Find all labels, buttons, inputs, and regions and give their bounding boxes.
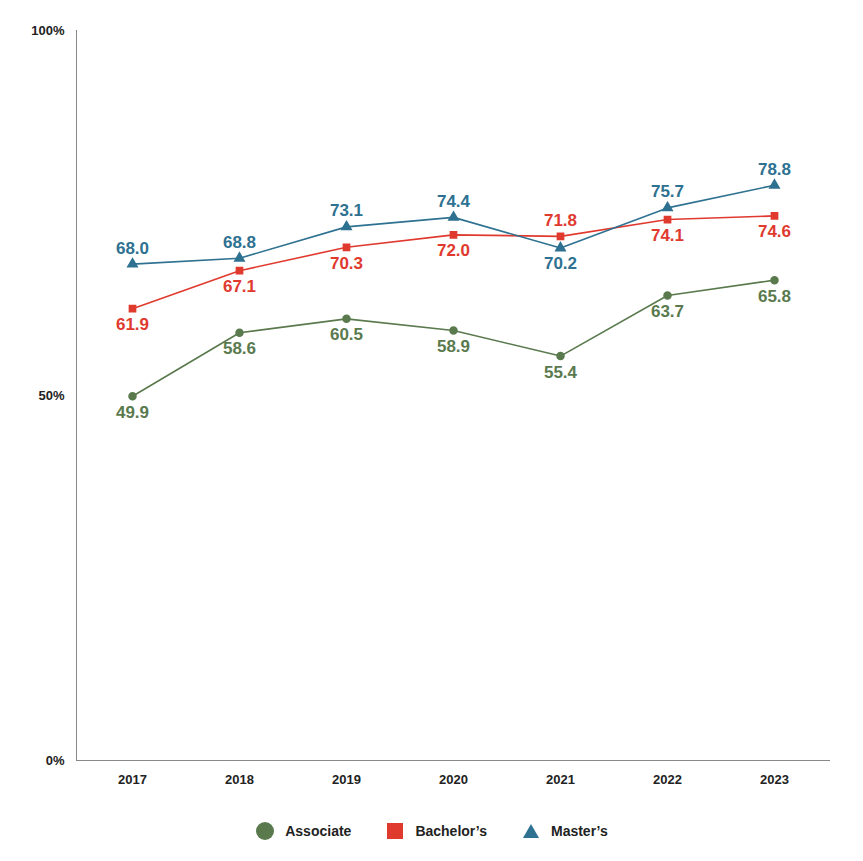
- svg-text:67.1: 67.1: [223, 277, 256, 296]
- svg-text:63.7: 63.7: [651, 302, 684, 321]
- svg-text:70.3: 70.3: [330, 254, 363, 273]
- svg-text:74.1: 74.1: [651, 226, 684, 245]
- svg-text:2020: 2020: [439, 772, 468, 787]
- svg-text:50%: 50%: [38, 388, 64, 403]
- svg-text:58.6: 58.6: [223, 339, 256, 358]
- svg-text:68.8: 68.8: [223, 233, 256, 252]
- svg-text:74.4: 74.4: [437, 192, 471, 211]
- svg-text:61.9: 61.9: [116, 315, 149, 334]
- svg-text:60.5: 60.5: [330, 325, 363, 344]
- svg-text:2019: 2019: [332, 772, 361, 787]
- svg-text:2023: 2023: [760, 772, 789, 787]
- html-text:Associate: Associate: [285, 823, 352, 839]
- svg-text:65.8: 65.8: [758, 287, 791, 306]
- svg-text:68.0: 68.0: [116, 239, 149, 258]
- svg-text:100%: 100%: [31, 23, 65, 38]
- svg-text:71.8: 71.8: [544, 211, 577, 230]
- svg-text:75.7: 75.7: [651, 182, 684, 201]
- svg-text:2021: 2021: [546, 772, 575, 787]
- html-text:Bachelor’s: Bachelor’s: [415, 823, 487, 839]
- html-text:Master’s: Master’s: [551, 823, 608, 839]
- svg-text:0%: 0%: [46, 753, 65, 768]
- svg-text:73.1: 73.1: [330, 201, 363, 220]
- svg-text:58.9: 58.9: [437, 337, 470, 356]
- svg-text:78.8: 78.8: [758, 160, 791, 179]
- svg-text:2017: 2017: [118, 772, 147, 787]
- svg-text:72.0: 72.0: [437, 241, 470, 260]
- svg-text:2022: 2022: [653, 772, 682, 787]
- svg-text:49.9: 49.9: [116, 403, 149, 422]
- svg-text:70.2: 70.2: [544, 254, 577, 273]
- svg-text:74.6: 74.6: [758, 222, 791, 241]
- svg-text:55.4: 55.4: [544, 363, 578, 382]
- svg-text:2018: 2018: [225, 772, 254, 787]
